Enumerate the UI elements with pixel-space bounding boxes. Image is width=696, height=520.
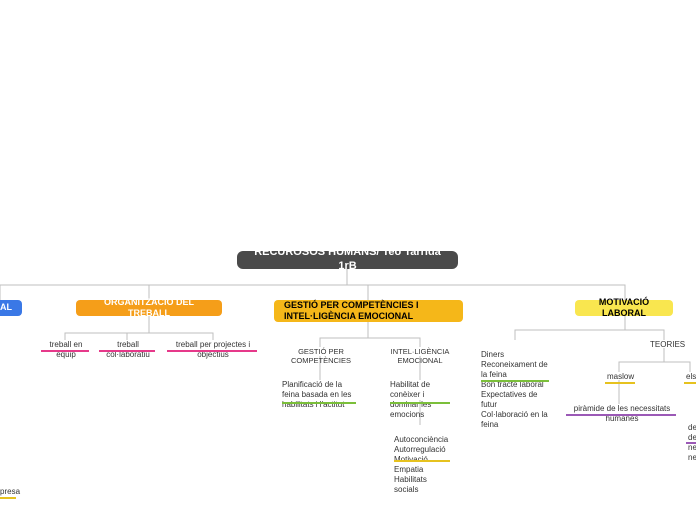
comp-ie-list-label: Autoconciència Autorregulació Motivació …: [394, 435, 448, 494]
org-collab-underline: [99, 350, 155, 352]
motiv-teories[interactable]: TEORIES: [650, 340, 696, 352]
branch-blue[interactable]: ONAL: [0, 300, 22, 316]
comp-intel-desc-label: Habilitat de conèixer i dominar les emoc…: [390, 380, 431, 419]
motiv-frag-ul: [686, 442, 696, 444]
motiv-factors-label: Diners Reconeixament de la feina Bon tra…: [481, 350, 548, 429]
bottom-presa-ul: [0, 497, 16, 499]
comp-gestio-desc-ul: [282, 402, 356, 404]
branch-competencies[interactable]: GESTIÓ PER COMPETÈNCIES I INTEL·LIGÈNCIA…: [274, 300, 463, 322]
branch-blue-label: ONAL: [0, 302, 12, 313]
comp-gestio-desc-label: Planificació de la feina basada en les h…: [282, 380, 351, 409]
bottom-presa-label: presa: [0, 487, 20, 496]
motiv-piramide-ul: [566, 414, 676, 416]
comp-intel-desc-ul: [390, 402, 450, 404]
comp-gestio-desc[interactable]: Planificació de la feina basada en les h…: [282, 380, 356, 412]
branch-motivacio-label: MOTIVACIÓ LABORAL: [585, 297, 663, 320]
motiv-teories-label: TEORIES: [650, 340, 685, 349]
comp-intel-desc[interactable]: Habilitat de conèixer i dominar les emoc…: [390, 380, 450, 422]
motiv-els-label: els: [686, 372, 696, 381]
comp-gestio-label: GESTIÓ PER COMPETÈNCIES: [291, 347, 351, 365]
motiv-maslow-ul: [605, 382, 635, 384]
motiv-factors-ul: [481, 380, 549, 382]
comp-intel[interactable]: INTEL·LIGÈNCIA EMOCIONAL: [376, 347, 464, 368]
motiv-factors[interactable]: Diners Reconeixament de la feina Bon tra…: [481, 340, 553, 432]
comp-ie-list-ul: [394, 460, 450, 462]
root-node[interactable]: RECUROSOS HUMANS/ Teo Tarrida 1rB: [237, 251, 458, 269]
comp-gestio[interactable]: GESTIÓ PER COMPETÈNCIES: [278, 347, 364, 368]
org-projectes-underline: [167, 350, 257, 352]
branch-competencies-label: GESTIÓ PER COMPETÈNCIES I INTEL·LIGÈNCIA…: [284, 300, 453, 323]
motiv-maslow-label: maslow: [607, 372, 634, 381]
branch-organitzacio-label: ORGANITZACIÓ DEL TREBALL: [86, 297, 212, 320]
org-equip-underline: [41, 350, 89, 352]
root-label: RECUROSOS HUMANS/ Teo Tarrida 1rB: [249, 246, 446, 274]
comp-intel-label: INTEL·LIGÈNCIA EMOCIONAL: [391, 347, 450, 365]
motiv-frag: de de ne ne: [688, 413, 696, 465]
motiv-els-ul: [684, 382, 696, 384]
branch-organitzacio[interactable]: ORGANITZACIÓ DEL TREBALL: [76, 300, 222, 316]
branch-motivacio[interactable]: MOTIVACIÓ LABORAL: [575, 300, 673, 316]
